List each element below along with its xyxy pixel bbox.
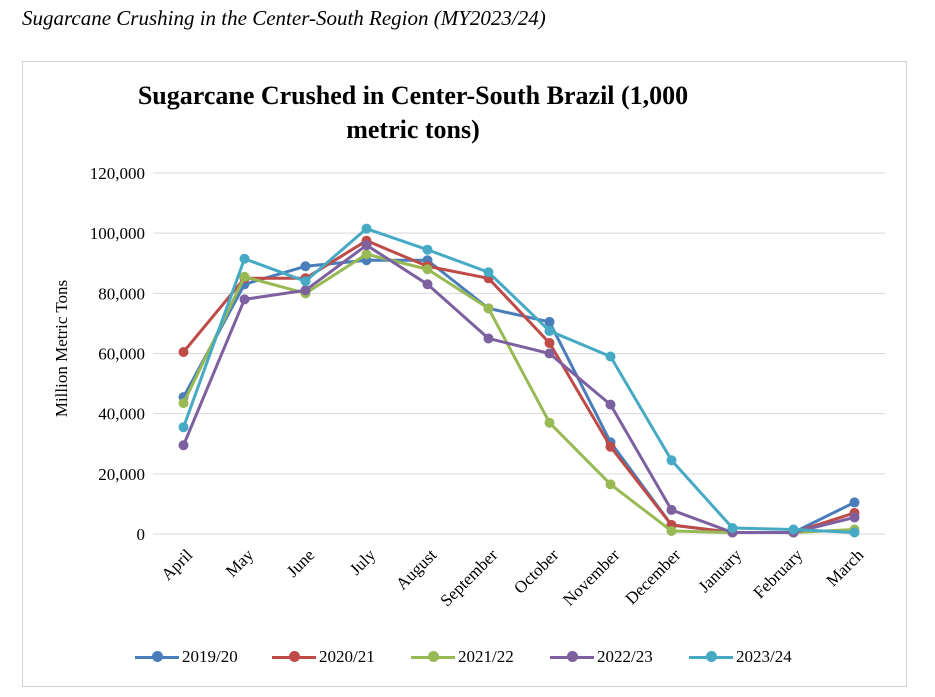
legend-swatch: [550, 650, 594, 664]
x-tick-label: June: [283, 545, 318, 580]
y-tick-label: 60,000: [98, 345, 145, 364]
x-tick-label: February: [749, 545, 806, 602]
legend-label: 2023/24: [736, 647, 792, 666]
series-line: [182, 239, 855, 534]
data-point: [422, 264, 433, 275]
data-point: [544, 417, 555, 428]
series-2019-20: [178, 255, 860, 538]
data-point: [666, 504, 677, 515]
data-point: [300, 261, 311, 272]
data-point: [727, 522, 738, 533]
series-2020-21: [178, 235, 860, 538]
y-tick-label: 0: [137, 525, 146, 544]
data-point: [422, 279, 433, 290]
series-2023-24: [178, 223, 860, 538]
legend-item: 2019/20: [135, 642, 238, 672]
legend-item: 2021/22: [411, 642, 514, 672]
data-point: [544, 325, 555, 336]
data-point: [361, 223, 372, 234]
data-point: [239, 253, 250, 264]
legend-label: 2021/22: [458, 647, 514, 666]
data-point: [483, 267, 494, 278]
data-point: [666, 525, 677, 536]
series-line: [182, 227, 855, 534]
legend-item: 2022/23: [550, 642, 653, 672]
x-tick-label: October: [510, 545, 562, 597]
data-point: [178, 398, 189, 409]
x-tick-label: May: [222, 545, 258, 581]
x-tick-label: September: [436, 545, 501, 610]
legend-swatch: [411, 650, 455, 664]
data-point: [483, 303, 494, 314]
chart-legend: 2019/20 2020/21 2021/22 2022/23 2023/24: [23, 642, 908, 672]
series-line: [182, 243, 855, 534]
data-point: [849, 512, 860, 523]
data-point: [361, 249, 372, 260]
data-point: [849, 497, 860, 508]
data-point: [605, 399, 616, 410]
data-point: [178, 346, 189, 357]
data-point: [605, 479, 616, 490]
y-tick-label: 100,000: [90, 224, 145, 243]
series-2022-23: [178, 240, 860, 538]
legend-swatch: [135, 650, 179, 664]
data-point: [544, 316, 555, 327]
data-point: [178, 422, 189, 433]
data-point: [422, 244, 433, 255]
y-tick-label: 20,000: [98, 465, 145, 484]
data-point: [605, 351, 616, 362]
legend-label: 2020/21: [319, 647, 375, 666]
data-point: [239, 271, 250, 282]
data-point: [300, 285, 311, 296]
data-point: [239, 294, 250, 305]
x-tick-label: November: [559, 545, 623, 609]
legend-swatch: [272, 650, 316, 664]
data-point: [361, 240, 372, 251]
x-tick-label: January: [695, 545, 746, 596]
data-point: [544, 348, 555, 359]
legend-label: 2022/23: [597, 647, 653, 666]
legend-item: 2020/21: [272, 642, 375, 672]
data-point: [483, 333, 494, 344]
series-2021-22: [178, 249, 860, 538]
legend-item: 2023/24: [689, 642, 792, 672]
data-point: [849, 527, 860, 538]
legend-label: 2019/20: [182, 647, 238, 666]
x-tick-label: August: [392, 545, 440, 593]
y-tick-label: 120,000: [90, 164, 145, 183]
legend-swatch: [689, 650, 733, 664]
series-line: [182, 252, 855, 534]
data-point: [788, 524, 799, 535]
data-point: [544, 337, 555, 348]
y-tick-label: 80,000: [98, 284, 145, 303]
x-tick-label: April: [158, 545, 197, 584]
line-chart: 0 20,000 40,000 60,000 80,000 100,000 120,000 M…: [52, 164, 885, 610]
data-point: [605, 441, 616, 452]
x-tick-label: December: [622, 545, 685, 608]
x-tick-label: July: [346, 545, 380, 579]
chart-frame: Sugarcane Crushed in Center-South Brazil…: [22, 61, 907, 687]
data-point: [666, 455, 677, 466]
chart-title: Sugarcane Crushed in Center-South Brazil…: [137, 81, 689, 144]
x-tick-label: March: [823, 545, 868, 590]
data-point: [178, 440, 189, 451]
y-axis-label: Million Metric Tons: [52, 280, 71, 417]
y-tick-label: 40,000: [98, 405, 145, 424]
data-point: [300, 276, 311, 287]
figure-caption: Sugarcane Crushing in the Center-South R…: [22, 6, 546, 30]
